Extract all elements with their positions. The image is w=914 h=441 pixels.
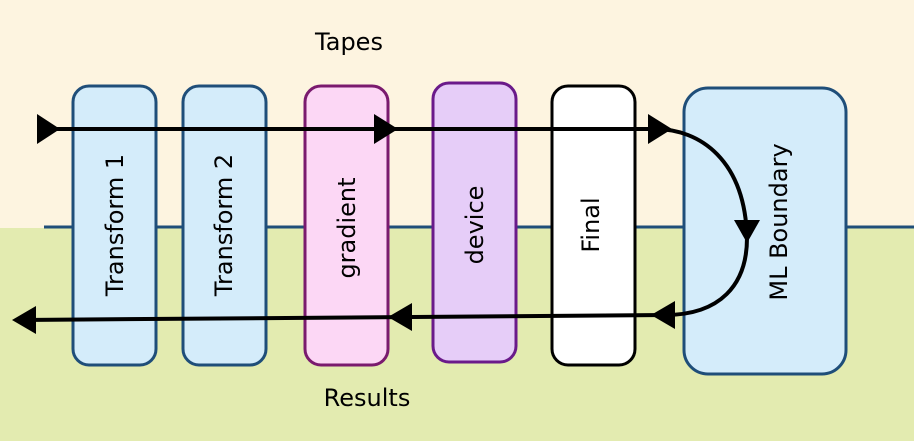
transform-2-box: Transform 2 (181, 84, 268, 367)
results-label: Results (324, 384, 411, 412)
transform-1-label: Transform 1 (101, 154, 129, 297)
forward-arrowhead-end (648, 114, 672, 144)
final-label: Final (577, 197, 605, 252)
gradient-box: gradient (303, 84, 390, 367)
backward-arrowhead-start (651, 301, 675, 329)
backward-arrowhead-mid (388, 303, 412, 331)
backward-arrowhead-end (12, 306, 36, 334)
transform-2-label: Transform 2 (210, 154, 238, 297)
forward-flow-arrow (38, 127, 749, 239)
backward-flow-arrow (21, 237, 749, 322)
final-box: Final (550, 84, 637, 367)
forward-arrowhead-start (37, 114, 60, 144)
forward-arrowhead-mid (374, 114, 398, 144)
ml-boundary-label: ML Boundary (765, 143, 793, 300)
tapes-label: Tapes (314, 28, 383, 56)
boundary-down-arrowhead (734, 220, 760, 243)
device-box: device (431, 81, 518, 364)
device-label: device (461, 186, 489, 265)
transform-1-box: Transform 1 (71, 84, 158, 367)
ml-boundary-box: ML Boundary (682, 86, 848, 376)
gradient-label: gradient (333, 177, 361, 278)
